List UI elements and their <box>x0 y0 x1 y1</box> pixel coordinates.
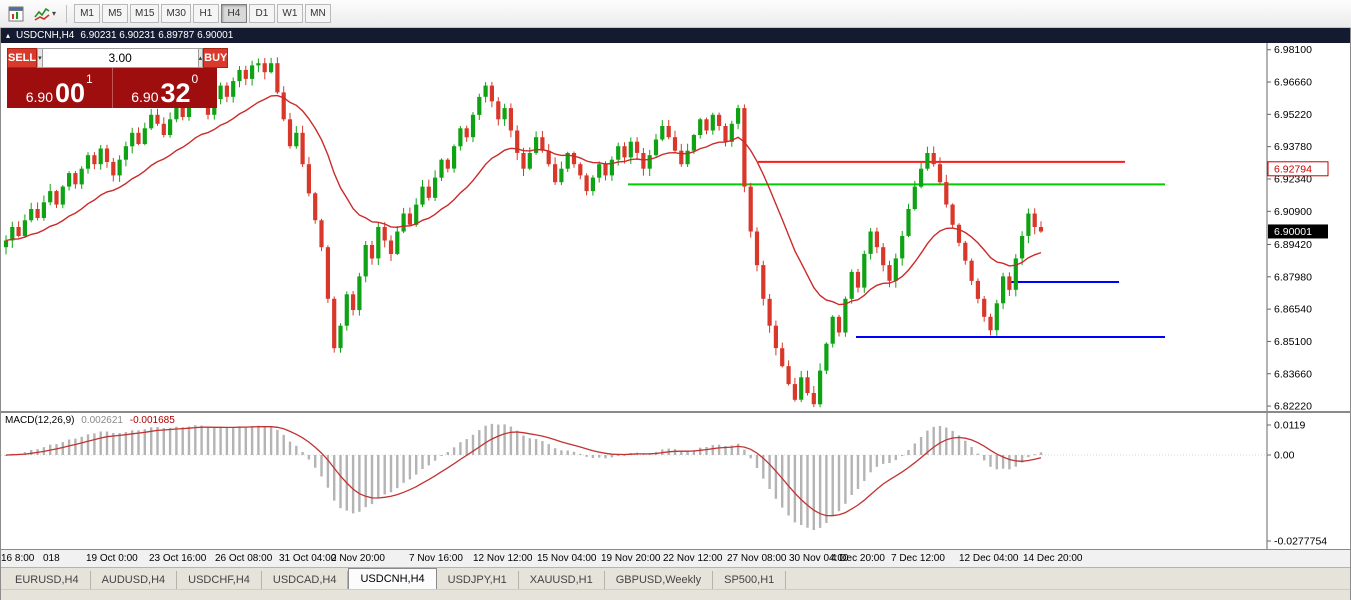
chart-tab-usdcad-h4[interactable]: USDCAD,H4 <box>262 571 349 589</box>
svg-text:6.83660: 6.83660 <box>1274 368 1312 380</box>
sell-price-display[interactable]: 6.90 00 1 <box>7 68 113 108</box>
time-axis-label: 30 Nov 04:00 <box>789 553 849 564</box>
svg-text:6.92794: 6.92794 <box>1274 163 1312 175</box>
macd-canvas[interactable]: 0.0119 0.00 -0.0277754 <box>1 413 1351 549</box>
svg-text:6.87980: 6.87980 <box>1274 271 1312 283</box>
svg-text:6.98100: 6.98100 <box>1274 44 1312 56</box>
svg-text:6.85100: 6.85100 <box>1274 336 1312 348</box>
time-axis-label: 7 Nov 16:00 <box>409 553 463 564</box>
chart-style-button[interactable]: ▾ <box>30 3 60 25</box>
chart-tab-usdjpy-h1[interactable]: USDJPY,H1 <box>437 571 519 589</box>
svg-text:6.89420: 6.89420 <box>1274 239 1312 251</box>
time-axis-label: 19 Nov 20:00 <box>601 553 661 564</box>
chart-tab-sp500-h1[interactable]: SP500,H1 <box>713 571 787 589</box>
chart-tab-eurusd-h4[interactable]: EURUSD,H4 <box>4 571 91 589</box>
macd-name: MACD(12,26,9) <box>5 415 75 426</box>
macd-main-value: 0.002621 <box>81 415 123 426</box>
chart-tab-usdcnh-h4[interactable]: USDCNH,H4 <box>348 568 437 589</box>
chart-menu-icon[interactable]: ▴ <box>6 30 11 40</box>
macd-signal-value: -0.001685 <box>129 415 175 426</box>
timeframe-button-mn[interactable]: MN <box>304 4 331 23</box>
buy-price-main: 6.90 <box>131 88 159 105</box>
chart-window-button[interactable] <box>4 3 28 25</box>
buy-price-sup: 0 <box>191 72 199 86</box>
buy-price-big: 32 <box>160 78 191 109</box>
svg-text:0.00: 0.00 <box>1274 450 1295 462</box>
buy-price-display[interactable]: 6.90 32 0 <box>113 68 218 108</box>
time-axis[interactable]: 16 8:00 018 19 Oct 0:00 23 Oct 16:00 26 Oct … <box>1 549 1350 567</box>
time-axis-label: 31 Oct 04:00 <box>279 553 337 564</box>
status-strip <box>1 589 1350 600</box>
chart-tab-gbpusd-weekly[interactable]: GBPUSD,Weekly <box>605 571 714 589</box>
svg-text:-0.0277754: -0.0277754 <box>1274 536 1327 548</box>
timeframe-button-d1[interactable]: D1 <box>248 4 275 23</box>
time-axis-label: 2 Nov 20:00 <box>331 553 385 564</box>
chart-tab-audusd-h4[interactable]: AUDUSD,H4 <box>91 571 178 589</box>
chart-style-icon <box>34 7 50 21</box>
time-axis-label: 4 Dec 20:00 <box>831 553 885 564</box>
time-axis-label: 22 Nov 12:00 <box>663 553 723 564</box>
time-axis-label: 018 <box>43 553 60 564</box>
chart-title-symbol: USDCNH,H4 <box>16 30 75 41</box>
svg-text:6.93780: 6.93780 <box>1274 141 1312 153</box>
volume-input[interactable] <box>42 48 198 68</box>
timeframe-button-w1[interactable]: W1 <box>276 4 303 23</box>
chart-title-ohlc: 6.90231 6.90231 6.89787 6.90001 <box>80 30 234 41</box>
sell-button[interactable]: SELL <box>7 48 38 68</box>
time-axis-label: 14 Dec 20:00 <box>1023 553 1083 564</box>
timeframe-button-m5[interactable]: M5 <box>102 4 129 23</box>
svg-text:6.90001: 6.90001 <box>1274 226 1312 238</box>
top-toolbar: ▾ M1 M5 M15 M30 H1 H4 D1 W1 MN <box>0 0 1351 28</box>
svg-text:6.86540: 6.86540 <box>1274 304 1312 316</box>
svg-text:6.95220: 6.95220 <box>1274 109 1312 121</box>
svg-text:6.96660: 6.96660 <box>1274 77 1312 89</box>
chart-tab-bar: EURUSD,H4 AUDUSD,H4 USDCHF,H4 USDCAD,H4 USDC… <box>1 567 1350 589</box>
toolbar-separator <box>66 4 68 23</box>
macd-panel: 0.0119 0.00 -0.0277754 MACD(12,26,9) 0.002… <box>1 413 1350 549</box>
svg-text:6.90900: 6.90900 <box>1274 206 1312 218</box>
chart-tab-xauusd-h1[interactable]: XAUUSD,H1 <box>519 571 605 589</box>
sell-price-sup: 1 <box>86 72 93 86</box>
chart-window-icon <box>8 6 24 21</box>
macd-label: MACD(12,26,9) 0.002621 -0.001685 <box>5 415 175 426</box>
volume-decrease-button[interactable]: ▾ <box>37 48 43 68</box>
volume-increase-button[interactable]: ▴ <box>197 48 204 68</box>
timeframe-button-m30[interactable]: M30 <box>161 4 191 23</box>
one-click-trading-panel: SELL ▾ ▴ BUY 6.90 00 1 6.90 32 0 <box>7 48 229 108</box>
svg-text:0.0119: 0.0119 <box>1274 420 1305 432</box>
caret-down-icon: ▾ <box>52 8 57 18</box>
svg-text:6.82220: 6.82220 <box>1274 401 1312 411</box>
time-axis-label: 26 Oct 08:00 <box>215 553 273 564</box>
chart-window: ▴ USDCNH,H4 6.90231 6.90231 6.89787 6.90… <box>0 28 1351 600</box>
time-axis-label: 12 Dec 04:00 <box>959 553 1019 564</box>
time-axis-label: 7 Dec 12:00 <box>891 553 945 564</box>
time-axis-label: 23 Oct 16:00 <box>149 553 207 564</box>
timeframe-group: M1 M5 M15 M30 H1 H4 D1 W1 MN <box>73 4 332 23</box>
time-axis-label: 15 Nov 04:00 <box>537 553 597 564</box>
time-axis-label: 27 Nov 08:00 <box>727 553 787 564</box>
timeframe-button-h4[interactable]: H4 <box>220 4 247 23</box>
panel-splitter[interactable] <box>1 411 1350 413</box>
time-axis-label: 12 Nov 12:00 <box>473 553 533 564</box>
svg-text:6.92340: 6.92340 <box>1274 173 1312 185</box>
timeframe-button-m15[interactable]: M15 <box>130 4 160 23</box>
price-chart-area: 6.98100 6.96660 6.95220 6.93780 6.92340 6.909… <box>1 43 1350 411</box>
sell-price-main: 6.90 <box>25 88 53 105</box>
time-axis-label: 19 Oct 0:00 <box>86 553 138 564</box>
chart-title-bar: ▴ USDCNH,H4 6.90231 6.90231 6.89787 6.90… <box>1 28 1350 43</box>
timeframe-button-m1[interactable]: M1 <box>74 4 101 23</box>
time-axis-label: 16 8:00 <box>1 553 35 564</box>
price-chart-canvas[interactable]: 6.98100 6.96660 6.95220 6.93780 6.92340 6.909… <box>1 43 1351 411</box>
chart-tab-usdchf-h4[interactable]: USDCHF,H4 <box>177 571 262 589</box>
buy-button[interactable]: BUY <box>203 48 229 68</box>
sell-price-big: 00 <box>55 78 86 109</box>
timeframe-button-h1[interactable]: H1 <box>192 4 219 23</box>
